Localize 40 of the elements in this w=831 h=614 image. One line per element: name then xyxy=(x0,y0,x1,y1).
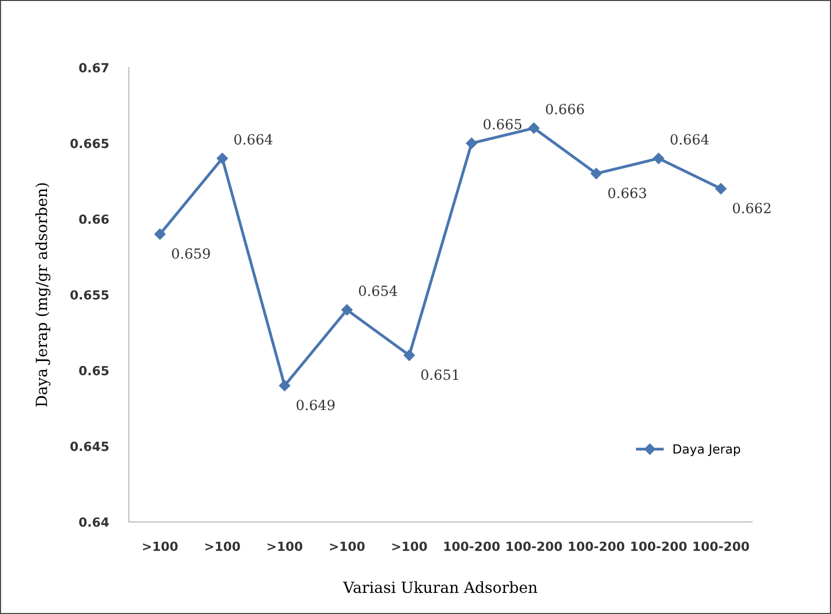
x-tick-label: >100 xyxy=(330,542,365,552)
point xyxy=(652,152,664,164)
x-tick-label: >100 xyxy=(205,542,240,552)
data-label: 0.649 xyxy=(296,400,335,410)
x-tick-label: >100 xyxy=(143,542,178,552)
x-tick-label: 100-200 xyxy=(694,542,749,552)
legend-label: Daya Jerap xyxy=(674,444,740,456)
y-tick-label: 0.645 xyxy=(70,442,108,452)
data-label: 0.664 xyxy=(234,134,272,145)
data-label: 0.662 xyxy=(732,202,770,214)
y-tick-label: 0.655 xyxy=(70,290,108,300)
data-label: 0.654 xyxy=(358,286,398,296)
point xyxy=(590,168,602,180)
x-tick-label: >100 xyxy=(392,542,427,552)
data-label: 0.666 xyxy=(546,104,584,114)
y-axis-title: Daya Jerap (mg/gr adsorben) xyxy=(35,183,50,407)
point xyxy=(279,380,290,392)
x-tick-label: 100-200 xyxy=(631,542,687,552)
point xyxy=(216,152,228,164)
x-tick-label: 100-200 xyxy=(568,542,624,552)
data-label: 0.664 xyxy=(670,134,709,145)
x-tick-label: 100-200 xyxy=(444,542,500,552)
y-tick-label: 0.67 xyxy=(79,63,108,72)
y-tick-label: 0.66 xyxy=(79,214,109,224)
point xyxy=(466,138,478,149)
data-label: 0.665 xyxy=(484,118,522,130)
y-tick-label: 0.64 xyxy=(79,517,109,527)
point xyxy=(154,228,166,240)
x-tick-label: 100-200 xyxy=(506,542,562,552)
data-label: 0.659 xyxy=(172,248,210,259)
y-tick-label: 0.665 xyxy=(70,138,108,148)
point xyxy=(404,350,415,361)
point xyxy=(528,122,540,134)
x-axis-title: Variasi Ukuran Adsorben xyxy=(343,581,538,594)
data-label: 0.663 xyxy=(608,188,646,198)
y-tick-label: 0.65 xyxy=(79,366,108,376)
point xyxy=(715,183,726,194)
data-label: 0.651 xyxy=(421,369,458,380)
point xyxy=(341,304,353,316)
x-tick-label: >100 xyxy=(268,542,302,552)
